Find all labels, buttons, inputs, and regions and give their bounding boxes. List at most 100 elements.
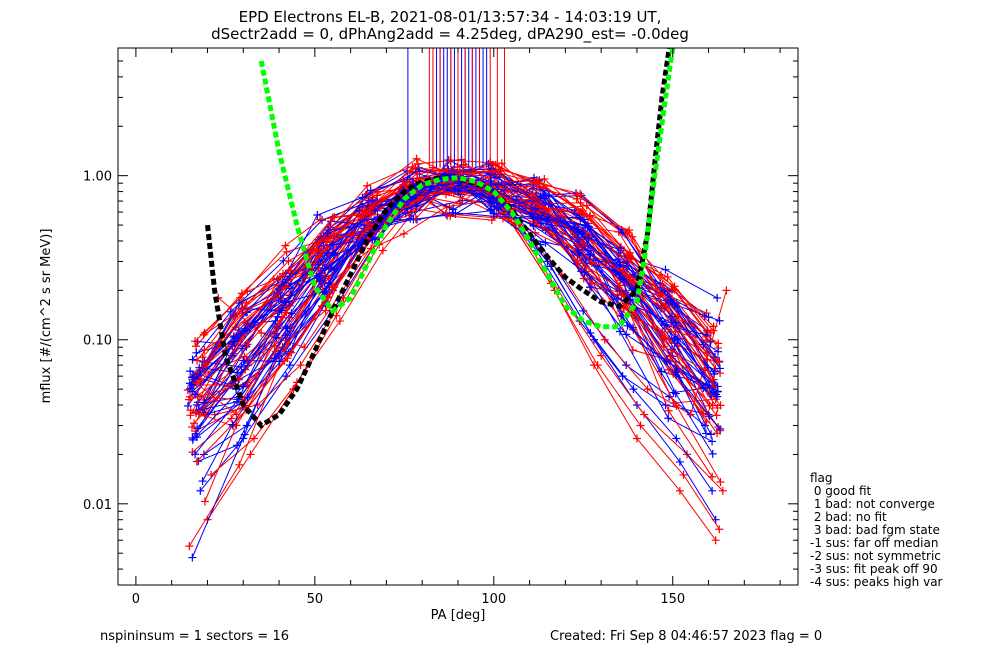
data-point-plus — [600, 335, 609, 344]
data-point-plus — [188, 387, 197, 396]
data-point-plus — [246, 450, 255, 459]
data-point-plus — [579, 238, 588, 247]
data-point-plus — [200, 497, 209, 506]
data-point-plus — [586, 283, 595, 292]
data-point-plus — [235, 374, 244, 383]
data-point-plus — [408, 162, 417, 171]
data-point-plus — [587, 259, 596, 268]
x-tick-label: 100 — [481, 592, 506, 607]
data-point-plus — [283, 354, 292, 363]
chart-title-line2: dSectr2add = 0, dPhAng2add = 4.25deg, dP… — [211, 25, 689, 44]
data-point-plus — [192, 348, 201, 357]
data-point-plus — [618, 372, 627, 381]
data-point-plus — [321, 272, 330, 281]
data-point-plus — [320, 264, 329, 273]
data-point-plus — [330, 251, 339, 260]
data-point-plus — [446, 212, 455, 221]
data-point-plus — [531, 204, 540, 213]
data-point-plus — [670, 300, 679, 309]
data-point-plus — [618, 288, 627, 297]
flag-legend-entry: -3 sus: fit peak off 90 — [810, 562, 938, 576]
data-point-plus — [357, 212, 366, 221]
data-point-plus — [679, 470, 688, 479]
data-point-plus — [493, 203, 502, 212]
data-point-plus — [708, 437, 717, 446]
data-point-plus — [658, 281, 667, 290]
data-point-plus — [615, 327, 624, 336]
data-point-plus — [330, 212, 339, 221]
data-point-plus — [586, 328, 595, 337]
data-point-plus — [198, 477, 207, 486]
data-point-plus — [715, 316, 724, 325]
vertical-markers — [407, 48, 506, 168]
fit-curve — [258, 48, 676, 330]
data-point-plus — [490, 209, 499, 218]
data-point-plus — [661, 265, 670, 274]
data-point-plus — [186, 406, 195, 415]
chart-title-line1: EPD Electrons EL-B, 2021-08-01/13:57:34 … — [239, 8, 662, 26]
data-point-plus — [657, 367, 666, 376]
data-point-plus — [541, 238, 550, 247]
data-point-plus — [407, 167, 416, 176]
data-point-plus — [489, 194, 498, 203]
data-point-plus — [332, 311, 341, 320]
data-point-plus — [413, 159, 422, 168]
data-point-plus — [671, 389, 680, 398]
data-point-plus — [493, 168, 502, 177]
data-point-plus — [447, 181, 456, 190]
data-point-plus — [191, 450, 200, 459]
data-point-plus — [188, 423, 197, 432]
data-point-plus — [529, 213, 538, 222]
data-point-plus — [664, 414, 673, 423]
data-point-plus — [287, 348, 296, 357]
data-point-plus — [722, 286, 731, 295]
data-point-plus — [188, 435, 197, 444]
flag-legend-entry: 1 bad: not converge — [810, 497, 935, 511]
data-point-plus — [711, 536, 720, 545]
data-point-plus — [708, 449, 717, 458]
x-tick-label: 50 — [307, 592, 324, 607]
data-point-plus — [622, 261, 631, 270]
data-point-plus — [373, 187, 382, 196]
data-point-plus — [236, 293, 245, 302]
data-point-plus — [195, 363, 204, 372]
data-point-plus — [274, 349, 283, 358]
data-point-plus — [486, 177, 495, 186]
data-point-plus — [699, 384, 708, 393]
data-point-plus — [226, 307, 235, 316]
data-point-plus — [281, 331, 290, 340]
data-point-plus — [360, 206, 369, 215]
data-point-plus — [716, 425, 725, 434]
data-point-plus — [275, 357, 284, 366]
data-point-plus — [630, 309, 639, 318]
series-line — [191, 177, 714, 558]
data-point-plus — [283, 324, 292, 333]
data-point-plus — [196, 486, 205, 495]
data-point-plus — [580, 268, 589, 277]
data-point-plus — [494, 180, 503, 189]
data-point-plus — [705, 401, 714, 410]
data-point-plus — [241, 324, 250, 333]
data-point-plus — [714, 339, 723, 348]
data-point-plus — [328, 281, 337, 290]
data-point-plus — [300, 343, 309, 352]
data-point-plus — [230, 337, 239, 346]
data-point-plus — [193, 433, 202, 442]
data-point-plus — [454, 187, 463, 196]
data-point-plus — [623, 228, 632, 237]
data-point-plus — [672, 370, 681, 379]
data-point-plus — [702, 429, 711, 438]
data-point-plus — [626, 255, 635, 264]
data-point-plus — [284, 257, 293, 266]
series-layer — [183, 154, 731, 562]
data-point-plus — [544, 200, 553, 209]
data-point-plus — [531, 228, 540, 237]
data-point-plus — [576, 198, 585, 207]
x-tick-label: 150 — [660, 592, 685, 607]
data-point-plus — [188, 355, 197, 364]
data-point-plus — [285, 361, 294, 370]
footer-left: nspininsum = 1 sectors = 16 — [100, 629, 289, 644]
data-point-plus — [706, 328, 715, 337]
data-point-plus — [576, 189, 585, 198]
data-point-plus — [296, 361, 305, 370]
